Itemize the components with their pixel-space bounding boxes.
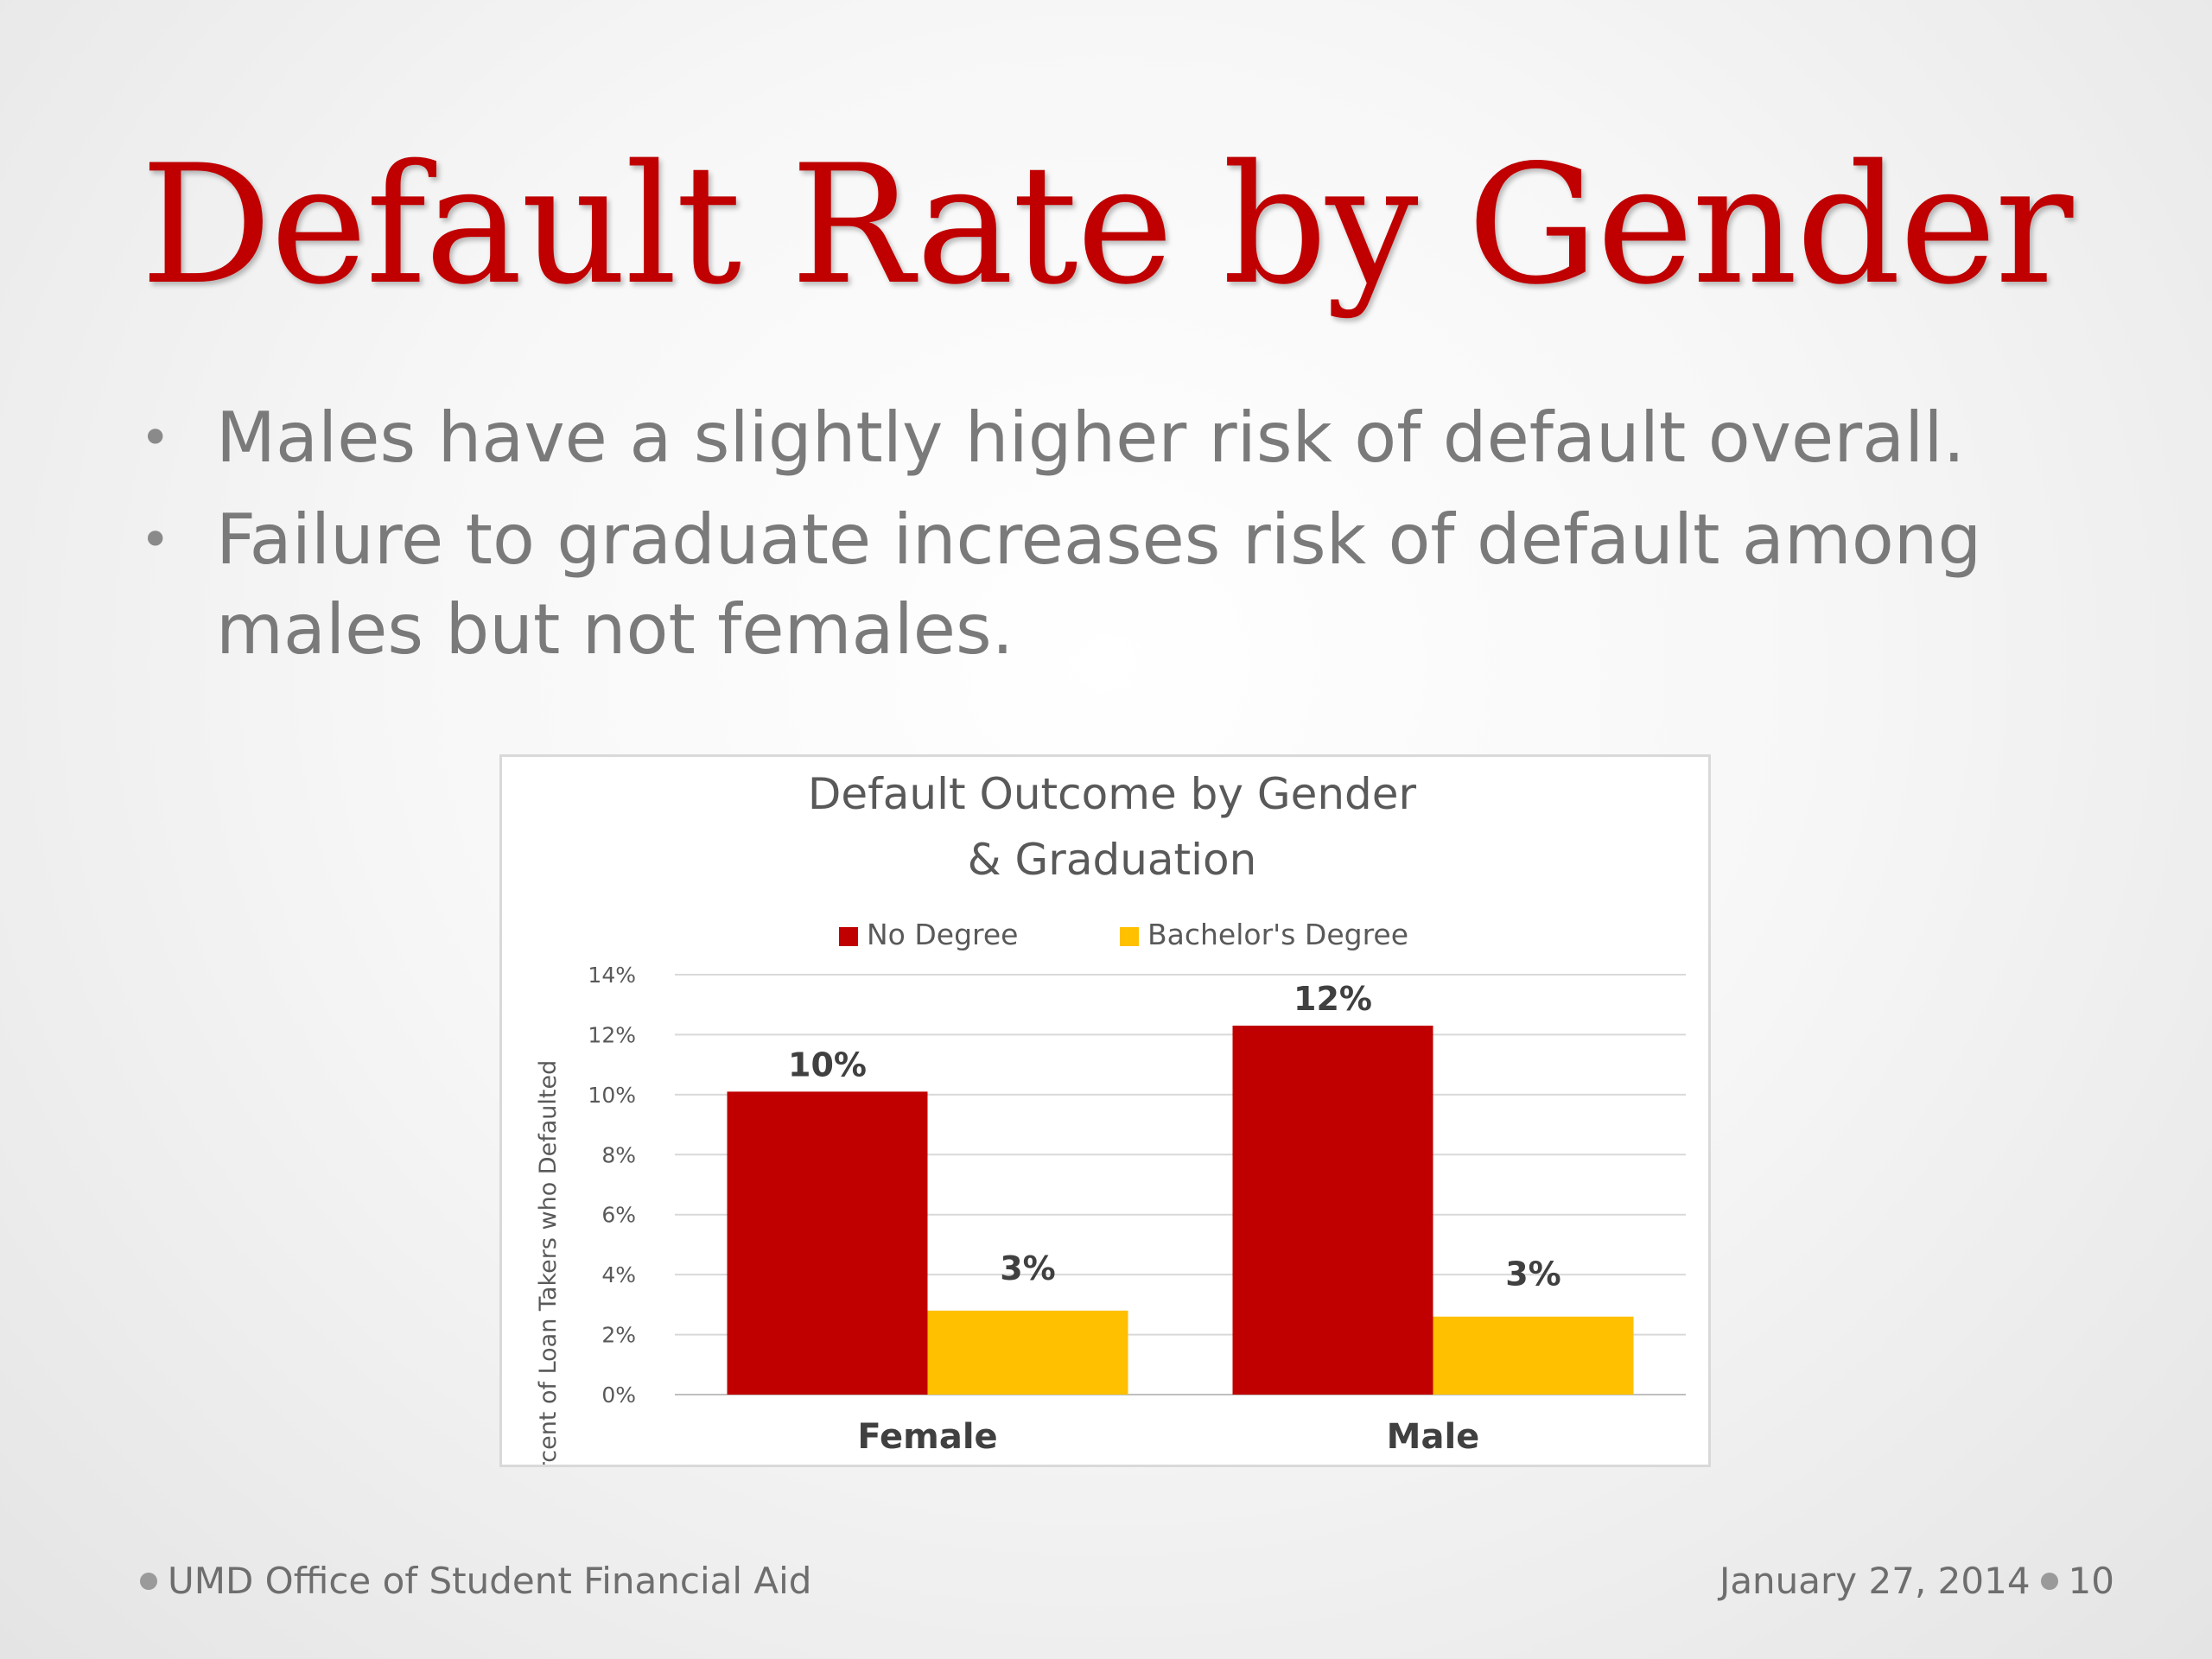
- bullet-item: • Failure to graduate increases risk of …: [130, 495, 2117, 675]
- y-tick-label: 6%: [601, 1203, 636, 1228]
- footer-left: UMD Office of Student Financial Aid: [130, 1560, 811, 1602]
- bar: [727, 1091, 928, 1395]
- bullet-list: • Males have a slightly higher risk of d…: [130, 393, 2117, 687]
- y-axis-label: Percent of Loan Takers who Defaulted: [535, 1060, 562, 1465]
- bullet-dot-icon: •: [140, 408, 171, 468]
- footer-organization: UMD Office of Student Financial Aid: [168, 1560, 812, 1602]
- chart-title-line-2: & Graduation: [968, 835, 1257, 885]
- footer-dot-icon: [2040, 1572, 2058, 1590]
- bar-data-labels: 10% 3% 12% 3%: [788, 980, 1561, 1294]
- bars: [727, 1026, 1634, 1395]
- chart-frame: Default Outcome by Gender & Graduation P…: [499, 754, 1711, 1467]
- bar-chart: Default Outcome by Gender & Graduation P…: [535, 769, 1686, 1465]
- legend-label: Bachelor's Degree: [1147, 918, 1408, 951]
- legend-label: No Degree: [867, 918, 1018, 951]
- bullet-text: Failure to graduate increases risk of de…: [216, 499, 1982, 670]
- bar-data-label: 3%: [1505, 1255, 1561, 1294]
- bar-data-label: 10%: [788, 1046, 867, 1084]
- bullet-text: Males have a slightly higher risk of def…: [216, 397, 1966, 478]
- bar: [1232, 1026, 1433, 1395]
- legend-swatch: [839, 927, 858, 946]
- y-tick-label: 12%: [588, 1022, 636, 1047]
- x-axis-labels: Female Male: [857, 1417, 1479, 1457]
- bullet-dot-icon: •: [140, 510, 171, 570]
- bar: [927, 1310, 1128, 1395]
- footer-date: January 27, 2014: [1719, 1560, 2031, 1602]
- bullet-item: • Males have a slightly higher risk of d…: [130, 393, 2117, 483]
- bar-data-label: 12%: [1294, 980, 1372, 1018]
- chart-legend: No Degree Bachelor's Degree: [839, 918, 1408, 951]
- y-axis-ticks: 0% 2% 4% 6% 8% 10% 12% 14%: [588, 963, 636, 1408]
- footer-right: January 27, 2014 10: [1719, 1560, 2114, 1602]
- y-tick-label: 4%: [601, 1262, 636, 1287]
- y-tick-label: 2%: [601, 1323, 636, 1348]
- page-number: 10: [2068, 1560, 2114, 1602]
- y-tick-label: 10%: [588, 1083, 636, 1108]
- bar: [1433, 1316, 1634, 1395]
- x-tick-label: Female: [857, 1417, 997, 1457]
- chart-title-line-1: Default Outcome by Gender: [808, 769, 1417, 819]
- slide-title: Default Rate by Gender: [140, 130, 2074, 321]
- bar-data-label: 3%: [1000, 1249, 1056, 1287]
- legend-swatch: [1120, 927, 1139, 946]
- y-tick-label: 0%: [601, 1382, 636, 1408]
- x-tick-label: Male: [1387, 1417, 1480, 1457]
- y-tick-label: 8%: [601, 1142, 636, 1167]
- y-tick-label: 14%: [588, 963, 636, 988]
- footer-dot-icon: [140, 1572, 157, 1590]
